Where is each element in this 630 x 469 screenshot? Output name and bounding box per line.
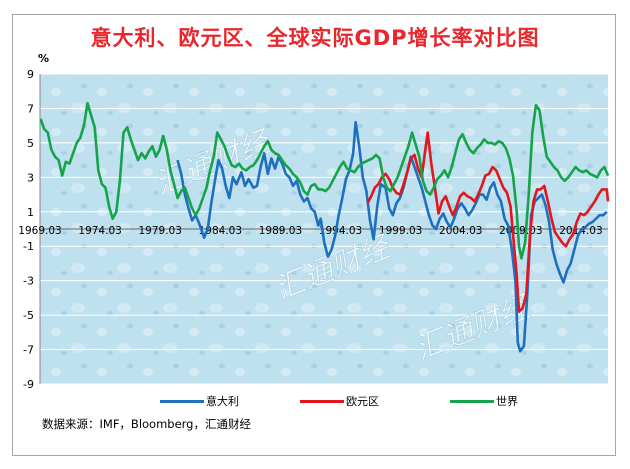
y-tick-label: 5	[27, 137, 34, 150]
x-tick-label: 1984.03	[199, 225, 242, 237]
source-note: 数据来源：IMF，Bloomberg，汇通财经	[42, 417, 251, 431]
legend-swatch-eurozone	[300, 399, 344, 403]
y-tick-label: -5	[23, 309, 34, 322]
series-line-world	[39, 102, 610, 260]
y-tick-label: -7	[23, 344, 34, 357]
legend-item-world: 世界	[450, 393, 518, 409]
legend-swatch-italy	[160, 399, 204, 403]
legend-swatch-world	[450, 399, 494, 403]
x-tick-label: 1999.03	[379, 225, 422, 237]
legend-label-eurozone: 欧元区	[346, 395, 379, 408]
y-tick-label: -9	[23, 378, 34, 391]
y-tick-label: -3	[23, 275, 34, 288]
y-tick-label: 9	[27, 68, 34, 81]
x-tick-label: 2004.03	[439, 225, 482, 237]
legend-item-eurozone: 欧元区	[300, 393, 379, 409]
legend-label-italy: 意大利	[206, 395, 239, 408]
series-line-eurozone	[366, 131, 610, 313]
legend-label-world: 世界	[496, 395, 518, 408]
y-axis-unit: %	[38, 52, 49, 65]
y-tick-label: 3	[27, 171, 34, 184]
x-tick-label: 1979.03	[139, 225, 182, 237]
x-tick-label: 1989.03	[259, 225, 302, 237]
series-line-italy	[176, 120, 608, 353]
legend-item-italy: 意大利	[160, 393, 239, 409]
y-tick-label: -1	[23, 240, 34, 253]
y-tick-label: 1	[27, 206, 34, 219]
x-tick-label: 1969.03	[18, 225, 61, 237]
x-tick-label: 1994.03	[319, 225, 362, 237]
chart-title: 意大利、欧元区、全球实际GDP增长率对比图	[90, 26, 540, 50]
y-tick-label: 7	[27, 102, 34, 115]
x-tick-label: 2009.03	[499, 225, 542, 237]
x-tick-label: 1974.03	[78, 225, 121, 237]
